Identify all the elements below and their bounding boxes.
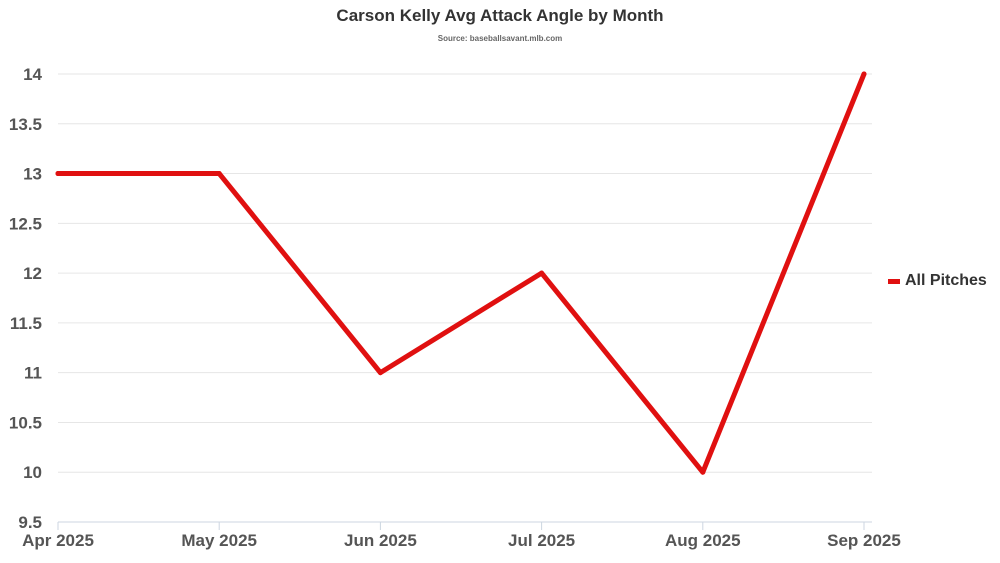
chart-title: Carson Kelly Avg Attack Angle by Month [336,6,664,25]
legend-swatch [888,278,900,284]
data-point [55,171,61,177]
y-tick-label: 13.5 [9,115,42,134]
x-tick-label: Sep 2025 [827,531,901,550]
y-tick-label: 10 [23,463,42,482]
y-tick-label: 13 [23,165,42,184]
data-point [861,71,867,77]
y-tick-label: 14 [23,65,42,84]
series-line [55,71,867,475]
y-tick-label: 11.5 [10,314,42,333]
x-tick-label: Jul 2025 [508,531,575,550]
chart-subtitle: Source: baseballsavant.mlb.com [437,34,563,43]
data-point [700,469,706,475]
y-tick-label: 10.5 [9,413,42,432]
y-tick-label: 12 [23,264,42,283]
data-point [377,370,383,376]
legend[interactable]: All Pitches [888,272,987,290]
legend-label: All Pitches [905,272,987,289]
y-tick-label: 11 [24,364,42,383]
data-point [539,270,545,276]
y-tick-label: 12.5 [9,214,42,233]
x-tick-label: Apr 2025 [22,531,94,550]
y-tick-label: 9.5 [18,513,42,532]
x-tick-label: Aug 2025 [665,531,741,550]
x-tick-label: May 2025 [181,531,257,550]
x-tick-label: Jun 2025 [344,531,417,550]
data-point [216,171,222,177]
